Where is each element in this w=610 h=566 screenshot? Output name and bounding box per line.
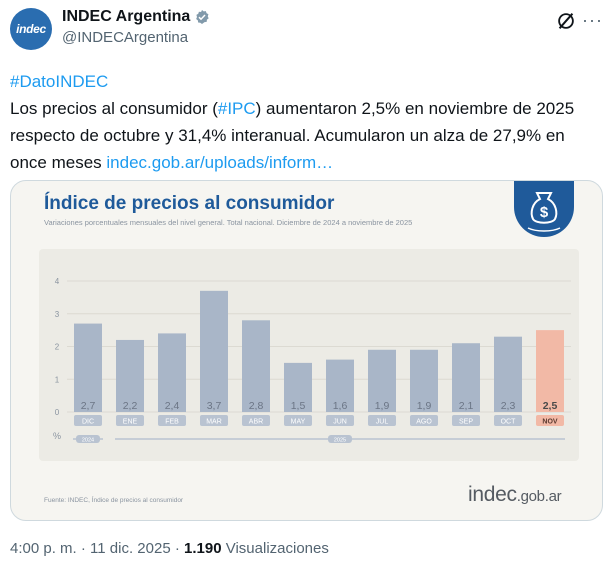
grok-icon[interactable] xyxy=(555,10,577,32)
month-pill xyxy=(116,415,144,426)
hashtag-datoindec[interactable]: #DatoINDEC xyxy=(10,72,109,91)
data-label: 1,9 xyxy=(417,400,432,412)
data-label: 3,7 xyxy=(207,400,222,412)
bar-abr xyxy=(242,320,270,412)
data-label: 2,4 xyxy=(165,400,180,412)
data-label: 1,5 xyxy=(291,400,306,412)
bar-oct xyxy=(494,336,522,412)
bar-mar xyxy=(200,290,228,412)
bar-nov xyxy=(536,330,564,412)
bar-ene xyxy=(116,339,144,412)
bar-may xyxy=(284,362,312,412)
tweet-text-part2: ) aumentaron 2,5% en noviembre de 2025 r… xyxy=(10,99,575,172)
meta-separator-2: · xyxy=(170,540,185,557)
month-pill xyxy=(494,415,522,426)
meta-separator: · xyxy=(76,540,91,557)
handle[interactable]: @INDECArgentina xyxy=(62,29,189,46)
tweet-text: #DatoINDEC Los precios al consumidor (#I… xyxy=(10,68,600,176)
y-tick-label: 1 xyxy=(55,375,60,384)
x-tick-label: AGO xyxy=(416,419,432,426)
tweet-text-part1: Los precios al consumidor ( xyxy=(10,99,218,118)
money-bag-icon: $ xyxy=(527,192,561,232)
y-axis-unit-label: % xyxy=(53,431,61,441)
x-tick-label: JUN xyxy=(333,419,347,426)
data-label: 2,8 xyxy=(249,400,264,412)
x-tick-label: ABR xyxy=(249,419,263,426)
display-name[interactable]: INDEC Argentina xyxy=(62,8,191,25)
month-pill xyxy=(410,415,438,426)
x-tick-label: OCT xyxy=(501,419,517,426)
bar-jun xyxy=(326,359,354,412)
x-tick-label: FEB xyxy=(165,419,179,426)
data-label: 2,2 xyxy=(123,400,138,412)
author-names: INDEC Argentina @INDECArgentina xyxy=(62,8,210,46)
data-label: 1,6 xyxy=(333,400,348,412)
month-pill xyxy=(74,415,102,426)
data-label: 2,7 xyxy=(81,400,96,412)
tweet-meta: 4:00 p. m. · 11 dic. 2025 · 1.190 Visual… xyxy=(10,540,329,557)
data-label: 1,9 xyxy=(375,400,390,412)
data-label: 2,1 xyxy=(459,400,474,412)
data-label: 2,5 xyxy=(543,400,558,412)
month-pill xyxy=(452,415,480,426)
month-pill xyxy=(284,415,312,426)
tweet-link[interactable]: indec.gob.ar/uploads/inform… xyxy=(106,153,334,172)
avatar-logo-text: indec xyxy=(16,22,46,36)
verified-badge-icon xyxy=(196,10,209,24)
y-tick-label: 2 xyxy=(55,343,60,352)
x-tick-label: MAR xyxy=(206,419,222,426)
tweet-date[interactable]: 11 dic. 2025 xyxy=(90,540,171,557)
y-tick-label: 3 xyxy=(55,310,60,319)
views-count: 1.190 xyxy=(184,540,222,557)
year-pill xyxy=(328,435,352,443)
x-tick-label: JUL xyxy=(376,419,389,426)
tweet-header: indec INDEC Argentina @INDECArgentina ··… xyxy=(10,6,603,56)
y-tick-label: 0 xyxy=(55,408,60,417)
hashtag-ipc[interactable]: #IPC xyxy=(217,99,256,118)
x-tick-label: ENE xyxy=(123,419,138,426)
month-pill xyxy=(200,415,228,426)
brand-suffix: .gob.ar xyxy=(516,488,562,505)
month-pill xyxy=(326,415,354,426)
x-tick-label: DIC xyxy=(82,419,94,426)
brand-main: indec xyxy=(468,483,517,506)
more-options-icon[interactable]: ··· xyxy=(582,10,603,30)
month-pill xyxy=(242,415,270,426)
x-tick-label: MAY xyxy=(291,419,306,426)
badge-dollar-sign: $ xyxy=(540,204,549,221)
tweet-time[interactable]: 4:00 p. m. xyxy=(10,540,77,557)
chart-source: Fuente: INDEC, Índice de precios al cons… xyxy=(44,497,184,504)
money-bag-badge: $ xyxy=(514,181,574,237)
x-tick-label: SEP xyxy=(459,419,473,426)
data-label: 2,3 xyxy=(501,400,516,412)
media-image[interactable]: Índice de precios al consumidor Variacio… xyxy=(10,180,603,521)
year-pill xyxy=(76,435,100,443)
bar-sep xyxy=(452,343,480,412)
ipc-bar-chart: 0 1 2 3 4% 2,7 DIC 2,2 ENE 2,4 FEB 3,7 MAR 2,8 ABR 1,5 M… xyxy=(53,277,571,444)
year-label: 2024 xyxy=(82,438,94,444)
bar-ago xyxy=(410,349,438,412)
avatar[interactable]: indec xyxy=(10,8,52,50)
indec-brand: indec.gob.ar xyxy=(468,483,562,507)
bar-dic xyxy=(74,323,102,412)
month-pill xyxy=(158,415,186,426)
y-tick-label: 4 xyxy=(55,277,60,286)
month-pill xyxy=(368,415,396,426)
bar-jul xyxy=(368,349,396,412)
year-label: 2025 xyxy=(334,438,346,444)
bar-feb xyxy=(158,333,186,412)
x-tick-label: NOV xyxy=(542,419,558,426)
card-subtitle: Variaciones porcentuales mensuales del n… xyxy=(44,218,413,227)
views-label: Visualizaciones xyxy=(225,540,329,557)
card-title: Índice de precios al consumidor xyxy=(44,193,335,214)
month-pill xyxy=(536,415,564,426)
